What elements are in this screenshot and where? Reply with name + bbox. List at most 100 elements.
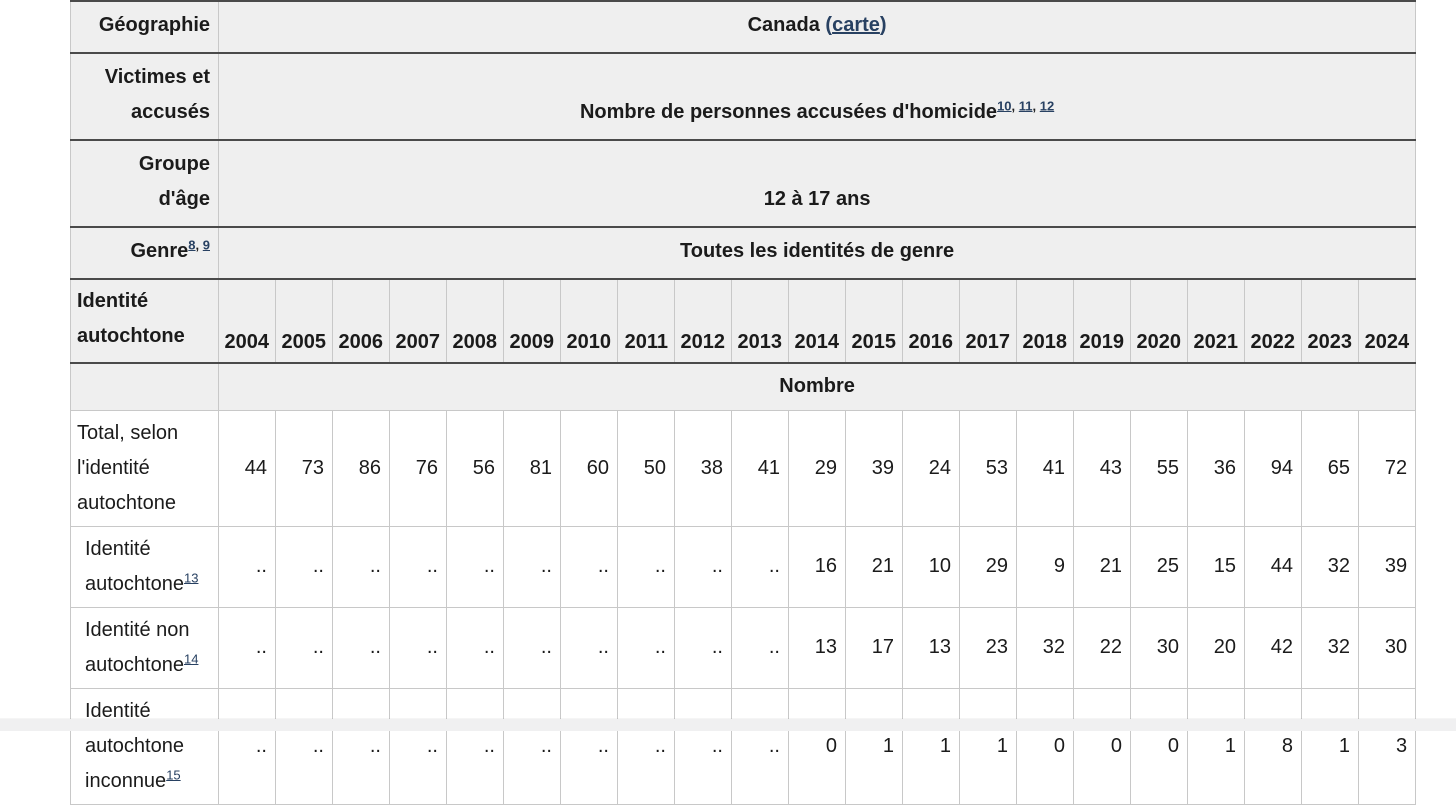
data-cell: ..	[617, 525, 675, 608]
data-cell: ..	[218, 687, 276, 805]
data-cell: 73	[275, 409, 333, 527]
year-header-cell: 2014	[788, 278, 846, 364]
data-cell: 30	[1357, 606, 1417, 689]
row-label: Identité non autochtone14	[70, 606, 219, 689]
data-cell: 25	[1130, 525, 1188, 608]
footnote-link[interactable]: 13	[183, 569, 199, 585]
data-cell: 50	[617, 409, 675, 527]
data-cell: 23	[959, 606, 1017, 689]
data-cell: 10	[902, 525, 960, 608]
data-cell: 55	[1130, 409, 1188, 527]
data-cell: ..	[218, 525, 276, 608]
data-cell: 20	[1187, 606, 1245, 689]
data-cell: ..	[674, 687, 732, 805]
year-header-cell: 2013	[731, 278, 789, 364]
year-header-cell: 2007	[389, 278, 447, 364]
footnote-link[interactable]: 8	[188, 237, 196, 253]
data-cell: 42	[1244, 606, 1302, 689]
data-cell: ..	[332, 687, 390, 805]
data-cell: ..	[332, 525, 390, 608]
statcan-data-table: Géographie Canada (carte) Victimes et ac…	[70, 0, 1417, 805]
year-header-cell: 2005	[275, 278, 333, 364]
year-header-cell: 2010	[560, 278, 618, 364]
data-cell: 21	[845, 525, 903, 608]
data-cell: 86	[332, 409, 390, 527]
data-cell: 41	[1016, 409, 1074, 527]
data-cell: 39	[1357, 525, 1417, 608]
data-cell: 0	[1130, 687, 1188, 805]
year-header-cell: 2006	[332, 278, 390, 364]
data-cell: 44	[218, 409, 276, 527]
row-label: Identité autochtone inconnue15	[70, 687, 219, 805]
victims-accused-row: Victimes et accusés Nombre de personnes …	[70, 52, 1417, 141]
data-cell: 1	[1187, 687, 1245, 805]
footnote-link[interactable]: 11	[1018, 98, 1033, 114]
age-group-row: Groupe d'âge 12 à 17 ans	[70, 139, 1417, 228]
data-cell: ..	[389, 606, 447, 689]
age-group-value: 12 à 17 ans	[217, 139, 1417, 228]
data-cell: 32	[1301, 525, 1359, 608]
carte-link[interactable]: carte	[832, 14, 880, 36]
footnote-link[interactable]: 14	[183, 650, 199, 666]
data-cell: ..	[275, 525, 333, 608]
data-cell: 44	[1244, 525, 1302, 608]
footnote-link[interactable]: 12	[1039, 98, 1055, 114]
footnote-link[interactable]: 9	[202, 237, 210, 253]
data-cell: 76	[389, 409, 447, 527]
data-cell: 94	[1244, 409, 1302, 527]
data-cell: ..	[560, 687, 618, 805]
data-cell: ..	[560, 525, 618, 608]
data-cell: 0	[788, 687, 846, 805]
footnote-group: 8, 9	[188, 237, 210, 253]
year-header-cell: 2022	[1244, 278, 1302, 364]
data-cell: ..	[674, 525, 732, 608]
data-cell: 9	[1016, 525, 1074, 608]
data-cell: 13	[902, 606, 960, 689]
row-label-text: Total, selon l'identité autochtone	[77, 421, 179, 514]
data-cell: 13	[788, 606, 846, 689]
table-row: Identité autochtone13...................…	[70, 525, 1417, 608]
year-header-cell: 2018	[1016, 278, 1074, 364]
paren-close: )	[879, 14, 887, 36]
data-cell: ..	[446, 687, 504, 805]
data-cell: 53	[959, 409, 1017, 527]
footnote-group: 10, 11, 12	[997, 98, 1055, 114]
row-label-text: Identité autochtone	[85, 537, 184, 595]
gender-value: Toutes les identités de genre	[217, 226, 1417, 280]
data-cell: 22	[1073, 606, 1131, 689]
year-header-cell: 2015	[845, 278, 903, 364]
footnote-group: 13	[184, 570, 198, 585]
geography-value: Canada (carte)	[217, 0, 1417, 54]
data-cell: 30	[1130, 606, 1188, 689]
victims-accused-label: Victimes et accusés	[70, 52, 219, 141]
data-cell: 36	[1187, 409, 1245, 527]
gender-label: Genre8, 9	[70, 226, 219, 280]
year-header-cell: 2008	[446, 278, 504, 364]
footnote-link[interactable]: 10	[997, 98, 1012, 114]
data-cell: 1	[1301, 687, 1359, 805]
data-cell: 3	[1357, 687, 1417, 805]
data-cell: 65	[1301, 409, 1359, 527]
year-header-cell: 2009	[503, 278, 561, 364]
footnote-group: 14	[184, 651, 198, 666]
data-cell: 15	[1187, 525, 1245, 608]
data-cell: 1	[902, 687, 960, 805]
victims-accused-value: Nombre de personnes accusées d'homicide1…	[217, 52, 1417, 141]
data-cell: ..	[332, 606, 390, 689]
year-header-cell: 2011	[617, 278, 675, 364]
geography-value-text: Canada	[747, 14, 820, 36]
data-cell: 8	[1244, 687, 1302, 805]
data-cell: ..	[674, 606, 732, 689]
footnote-link[interactable]: 15	[166, 766, 181, 782]
identity-year-header-row: Identité autochtone 2004 2005 2006 2007 2008…	[70, 278, 1417, 364]
year-header-cell: 2017	[959, 278, 1017, 364]
geography-label: Géographie	[70, 0, 219, 54]
table-container: Géographie Canada (carte) Victimes et ac…	[70, 0, 1417, 805]
data-cell: ..	[617, 687, 675, 805]
data-cell: ..	[731, 606, 789, 689]
data-cell: 60	[560, 409, 618, 527]
row-label-text: Identité non autochtone	[85, 618, 190, 676]
data-cell: ..	[731, 687, 789, 805]
data-cell: 1	[845, 687, 903, 805]
year-header-cell: 2020	[1130, 278, 1188, 364]
